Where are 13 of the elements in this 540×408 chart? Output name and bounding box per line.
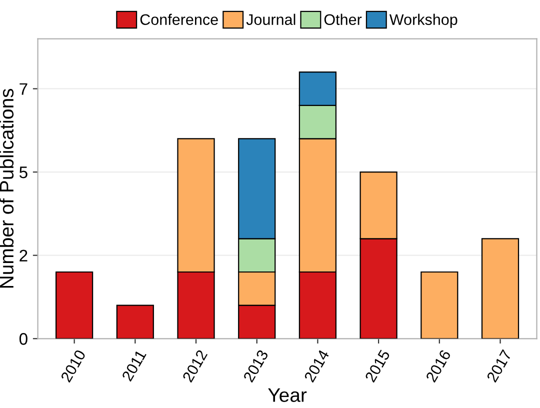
bar (481, 238, 520, 339)
legend-label: Conference (140, 14, 218, 26)
y-tick-label: 5 (19, 166, 28, 178)
y-tick-label: 0 (19, 333, 28, 345)
y-tick-label: 2 (20, 250, 28, 262)
legend-label: Workshop (389, 14, 458, 28)
legend-label: Other (324, 14, 362, 26)
legend-label: Journal (246, 14, 296, 26)
y-tick-label: 7 (20, 83, 28, 95)
bar (420, 271, 458, 339)
x-axis-title: Year (268, 388, 307, 402)
bar (116, 304, 154, 339)
bar (56, 271, 94, 339)
